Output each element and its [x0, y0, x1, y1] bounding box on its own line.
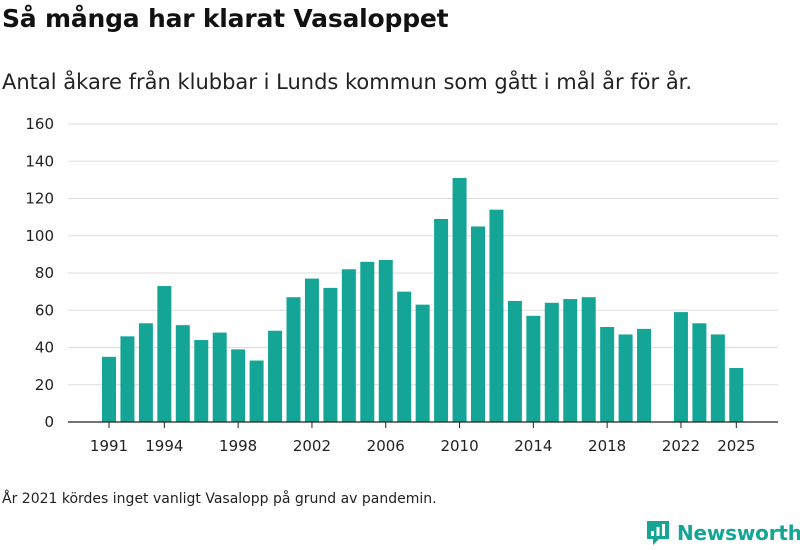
bar-1993	[138, 323, 153, 422]
bar-2000	[268, 330, 283, 422]
bar-2004	[341, 269, 356, 422]
bar-1998	[231, 349, 246, 422]
x-tick-label: 2022	[662, 437, 700, 455]
x-tick-label: 2010	[440, 437, 478, 455]
bar-1995	[175, 325, 190, 422]
y-tick-label: 20	[35, 376, 54, 394]
bar-1994	[157, 286, 172, 422]
y-tick-label: 120	[25, 190, 54, 208]
bar-2001	[286, 297, 301, 422]
y-tick-label: 140	[25, 152, 54, 170]
x-tick-label: 1994	[145, 437, 183, 455]
bar-2003	[323, 287, 338, 422]
brand-name: Newsworthy	[677, 521, 800, 545]
bar-2012	[489, 209, 504, 422]
newsworthy-brand: Newsworthy	[645, 519, 800, 547]
bar-2024	[710, 334, 725, 422]
bar-2025	[729, 367, 744, 422]
x-tick-label: 2014	[514, 437, 552, 455]
bar-2002	[304, 278, 319, 422]
footnote: År 2021 kördes inget vanligt Vasalopp på…	[2, 491, 437, 507]
bar-2022	[673, 312, 688, 422]
bar-2020	[637, 328, 652, 423]
bar-2006	[378, 259, 393, 422]
bar-2015	[544, 302, 559, 422]
bar-1991	[102, 356, 116, 422]
chart-title: Så många har klarat Vasaloppet	[2, 4, 449, 33]
x-tick-label: 2006	[367, 437, 405, 455]
x-tick-label: 2002	[293, 437, 331, 455]
bar-chart: 0 20 40 60 80 100 120 140 160 1991 1994 1998 2002 200…	[25, 115, 778, 455]
y-tick-label: 160	[25, 115, 54, 133]
bar-1997	[212, 332, 227, 422]
x-tick-label: 1998	[219, 437, 257, 455]
x-tick-label: 2018	[588, 437, 626, 455]
bar-2013	[507, 300, 522, 422]
y-tick-label: 80	[35, 264, 54, 282]
bar-2010	[452, 178, 467, 422]
chart-subtitle: Antal åkare från klubbar i Lunds kommun …	[2, 70, 693, 94]
bar-2017	[581, 297, 596, 422]
bar-2016	[563, 299, 578, 422]
bar-2007	[397, 291, 412, 423]
bar-2011	[471, 226, 485, 422]
y-tick-label: 40	[35, 339, 54, 357]
y-tick-label: 100	[25, 227, 54, 245]
bar-2023	[692, 323, 707, 422]
bar-2008	[415, 304, 430, 422]
x-tick-label: 2025	[717, 437, 755, 455]
axes: 0 20 40 60 80 100 120 140 160 1991 1994 1998 2002 200…	[25, 115, 778, 455]
x-tick-label: 1991	[90, 437, 128, 455]
y-tick-label: 60	[35, 301, 54, 319]
bar-2009	[434, 218, 449, 422]
bars	[102, 178, 744, 423]
bar-1999	[249, 360, 264, 422]
bar-2019	[618, 334, 633, 422]
bar-2014	[526, 315, 541, 422]
bar-1992	[120, 336, 135, 422]
newsworthy-logo-icon	[647, 521, 669, 545]
bar-2018	[600, 327, 615, 422]
bar-1996	[194, 340, 209, 422]
bar-2005	[360, 261, 375, 422]
y-tick-label: 0	[44, 413, 54, 431]
